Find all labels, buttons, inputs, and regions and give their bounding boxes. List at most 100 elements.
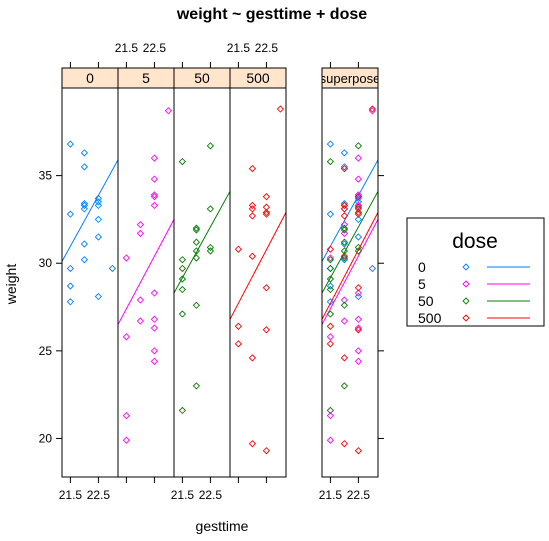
regression-line xyxy=(322,159,378,262)
data-point xyxy=(354,201,363,210)
data-point xyxy=(326,322,335,330)
data-point xyxy=(354,208,363,217)
data-point xyxy=(150,315,159,323)
data-point xyxy=(66,264,75,273)
data-point xyxy=(234,340,243,348)
data-point xyxy=(340,221,349,229)
data-point xyxy=(136,221,145,229)
data-point xyxy=(248,354,257,362)
data-point xyxy=(340,226,349,234)
data-point xyxy=(150,201,159,210)
data-point xyxy=(326,333,335,341)
data-point xyxy=(326,264,335,273)
data-point xyxy=(206,142,215,150)
regression-line xyxy=(174,191,230,294)
data-point xyxy=(340,317,349,325)
data-point xyxy=(354,233,363,241)
data-point xyxy=(80,200,89,208)
legend-marker xyxy=(462,297,470,305)
data-point xyxy=(248,201,257,210)
data-point xyxy=(80,240,89,248)
data-point xyxy=(354,357,363,365)
legend-marker xyxy=(462,280,470,288)
series-5 xyxy=(322,107,378,444)
data-point xyxy=(94,201,103,210)
data-point xyxy=(80,205,89,213)
data-point xyxy=(354,284,363,292)
data-point xyxy=(136,317,145,325)
series-0 xyxy=(62,140,118,306)
data-point xyxy=(206,205,215,213)
data-point xyxy=(340,382,349,390)
data-point xyxy=(340,201,349,210)
data-point xyxy=(150,193,159,201)
data-point xyxy=(94,215,103,224)
x-tick-label-top: 21.5 xyxy=(227,41,251,55)
x-tick-label: 22.5 xyxy=(347,488,371,502)
x-tick-label: 21.5 xyxy=(59,488,83,502)
data-point xyxy=(94,194,103,203)
regression-line xyxy=(62,159,118,262)
strip-label: superpose xyxy=(320,71,381,86)
panel-frame xyxy=(229,87,287,478)
data-point xyxy=(326,310,335,318)
data-point xyxy=(326,256,335,264)
data-point xyxy=(354,210,363,218)
data-point xyxy=(248,164,257,173)
data-point xyxy=(354,154,363,162)
data-point xyxy=(262,203,271,211)
data-point xyxy=(326,275,335,283)
data-point xyxy=(340,440,349,448)
data-point xyxy=(108,264,117,273)
data-point xyxy=(94,292,103,301)
data-point xyxy=(178,310,187,318)
data-point xyxy=(262,208,271,217)
data-point xyxy=(150,347,159,355)
data-point xyxy=(326,245,335,253)
legend-box xyxy=(406,217,545,327)
x-tick-label: 21.5 xyxy=(319,488,343,502)
data-point xyxy=(178,256,187,264)
data-point xyxy=(326,254,335,262)
y-tick-label: 35 xyxy=(39,169,53,183)
data-point xyxy=(354,324,363,332)
data-point xyxy=(340,238,349,246)
data-point xyxy=(248,205,257,213)
regression-line xyxy=(322,219,378,325)
regression-line xyxy=(118,219,174,325)
data-point xyxy=(66,140,75,148)
panel-5: 5 21.5 22.5 xyxy=(115,41,175,483)
data-point xyxy=(234,245,243,253)
data-point xyxy=(150,191,159,199)
series-50 xyxy=(322,142,378,415)
data-point xyxy=(262,193,271,201)
data-point xyxy=(66,298,75,306)
data-point xyxy=(326,264,335,273)
data-point xyxy=(326,140,335,148)
y-tick-label: 25 xyxy=(39,344,53,358)
data-point xyxy=(340,163,349,171)
data-point xyxy=(192,224,201,232)
data-point xyxy=(354,347,363,355)
x-tick-label-top: 22.5 xyxy=(143,41,167,55)
y-axis-label: weight xyxy=(3,264,19,306)
regression-line xyxy=(322,191,378,294)
data-point xyxy=(248,212,257,220)
strip-label: 500 xyxy=(246,70,270,86)
data-point xyxy=(248,252,257,260)
data-point xyxy=(150,357,159,365)
data-point xyxy=(234,322,243,330)
data-point xyxy=(80,163,89,171)
data-point xyxy=(178,275,187,283)
legend-label: 50 xyxy=(418,293,434,309)
data-point xyxy=(80,201,89,210)
data-point xyxy=(248,440,257,448)
data-point xyxy=(326,298,335,306)
data-point xyxy=(122,254,131,262)
chart-title: weight ~ gesttime + dose xyxy=(176,6,367,23)
data-point xyxy=(66,210,75,218)
data-point xyxy=(122,436,131,444)
